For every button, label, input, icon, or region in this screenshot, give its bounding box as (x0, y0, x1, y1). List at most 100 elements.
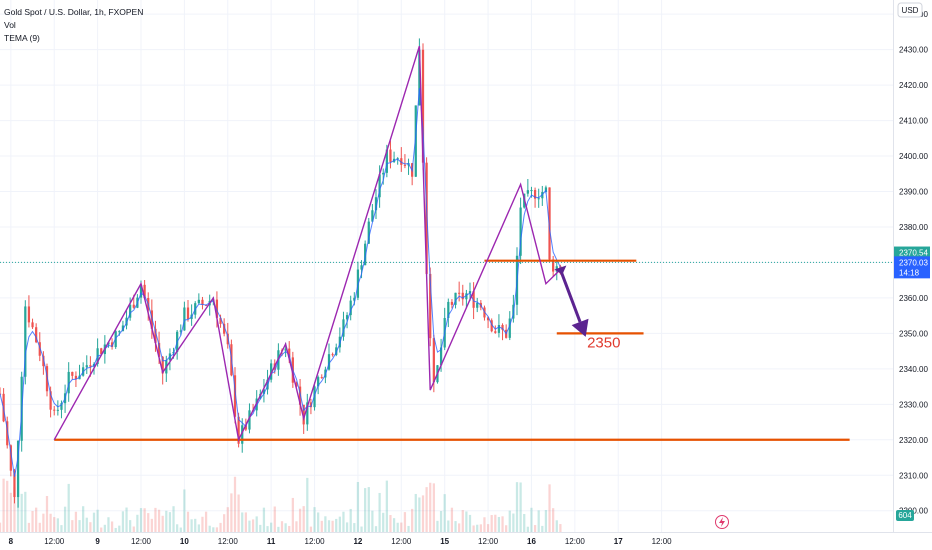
tema-line (0, 87, 561, 477)
volume-bar (143, 508, 146, 532)
price-tick-label: 2350.00 (899, 329, 928, 338)
candle-body (237, 416, 240, 444)
volume-bar (396, 522, 399, 532)
volume-bar (168, 512, 172, 532)
arrow-tail[interactable] (554, 265, 567, 275)
volume-bar (35, 507, 38, 532)
candle-body (270, 363, 273, 380)
candle-body (432, 338, 435, 383)
volume-bar (42, 513, 45, 532)
legend-vol[interactable]: Vol (4, 20, 16, 30)
candle-body (378, 174, 381, 198)
time-tick-label: 12:00 (218, 537, 239, 546)
volume-bar (6, 480, 9, 532)
candle-body (233, 375, 237, 417)
candle-body (414, 105, 417, 177)
volume-bar (49, 513, 52, 532)
volume-bar (215, 527, 219, 532)
candle-body (526, 190, 529, 194)
volume-bar (313, 507, 316, 532)
time-tick-label: 12:00 (305, 537, 326, 546)
candle-body (6, 421, 9, 446)
candle-body (74, 375, 78, 380)
last-price-tag (894, 256, 930, 279)
candle-body (468, 291, 472, 294)
time-tick-label: 12:00 (652, 537, 673, 546)
volume-bar (114, 527, 117, 532)
candle-body (241, 425, 244, 444)
volume-bar (241, 512, 244, 532)
volume-bar (555, 520, 558, 532)
time-tick-label: 10 (180, 537, 189, 546)
volume-bar (262, 507, 266, 532)
candle-body (317, 377, 320, 387)
legend: Gold Spot / U.S. Dollar, 1h, FXOPEN Vol … (4, 6, 143, 45)
candle-body (67, 371, 70, 394)
candle-body (53, 409, 56, 411)
candle-body (31, 322, 34, 328)
zigzag-pattern (53, 45, 561, 443)
arrow-head[interactable] (571, 318, 589, 337)
volume-bar (118, 525, 121, 532)
price-tick-label: 2320.00 (899, 436, 928, 445)
volume-bar (465, 511, 468, 532)
time-axis-bg (0, 532, 932, 550)
candle-body (179, 330, 182, 332)
candle-body (486, 317, 490, 321)
time-tick-label: 12 (353, 537, 362, 546)
volume-bar (179, 527, 182, 532)
volume-bar (280, 521, 284, 532)
candle-body (494, 331, 497, 333)
candle-body (27, 306, 31, 323)
volume-badge-value: 604 (898, 511, 912, 520)
candle-body (497, 324, 501, 333)
legend-symbol[interactable]: Gold Spot / U.S. Dollar, 1h, FXOPEN (4, 7, 144, 17)
volume-bars (0, 476, 562, 532)
candle-body (298, 386, 302, 405)
candle-body (472, 291, 475, 308)
volume-bar (194, 518, 197, 532)
volume-bar (244, 512, 247, 532)
volume-bar (497, 516, 501, 532)
volume-bar (378, 492, 381, 532)
volume-badge (896, 510, 914, 521)
volume-bar (468, 514, 472, 532)
volume-bar (150, 518, 153, 532)
volume-bar (533, 525, 537, 532)
volume-bar (447, 520, 450, 532)
volume-bar (331, 520, 334, 532)
volume-bar (353, 523, 356, 532)
volume-bar (461, 510, 464, 532)
price-tick-label: 2360.00 (899, 294, 928, 303)
volume-bar (454, 521, 457, 532)
volume-bar (298, 508, 302, 532)
candle-body (284, 348, 287, 351)
arrow-shaft[interactable] (558, 269, 582, 323)
volume-bar (197, 524, 200, 532)
candle-body (454, 292, 457, 305)
annotation-label[interactable]: 2350 (587, 335, 620, 352)
volume-bar (429, 482, 432, 532)
candle-body (353, 297, 356, 301)
candle-body (418, 49, 421, 106)
volume-bar (505, 525, 508, 532)
volume-bar (382, 512, 385, 532)
price-tick-label: 2340.00 (899, 365, 928, 374)
volume-bar (56, 518, 59, 532)
legend-tema[interactable]: TEMA (9) (4, 33, 40, 43)
volume-bar (421, 495, 425, 532)
candle-body (42, 355, 45, 367)
volume-bar (530, 507, 533, 532)
candle-body (458, 292, 461, 294)
volume-bar (161, 515, 164, 532)
volume-bar (2, 478, 5, 532)
candle-body (38, 342, 41, 356)
candle-body (248, 410, 251, 430)
volume-bar (385, 480, 388, 532)
zigzag-line[interactable] (53, 45, 561, 443)
volume-bar (360, 526, 363, 532)
candle-body (49, 391, 52, 410)
candle-body (429, 273, 432, 339)
volume-bar (439, 511, 443, 532)
currency-button[interactable] (897, 2, 923, 18)
